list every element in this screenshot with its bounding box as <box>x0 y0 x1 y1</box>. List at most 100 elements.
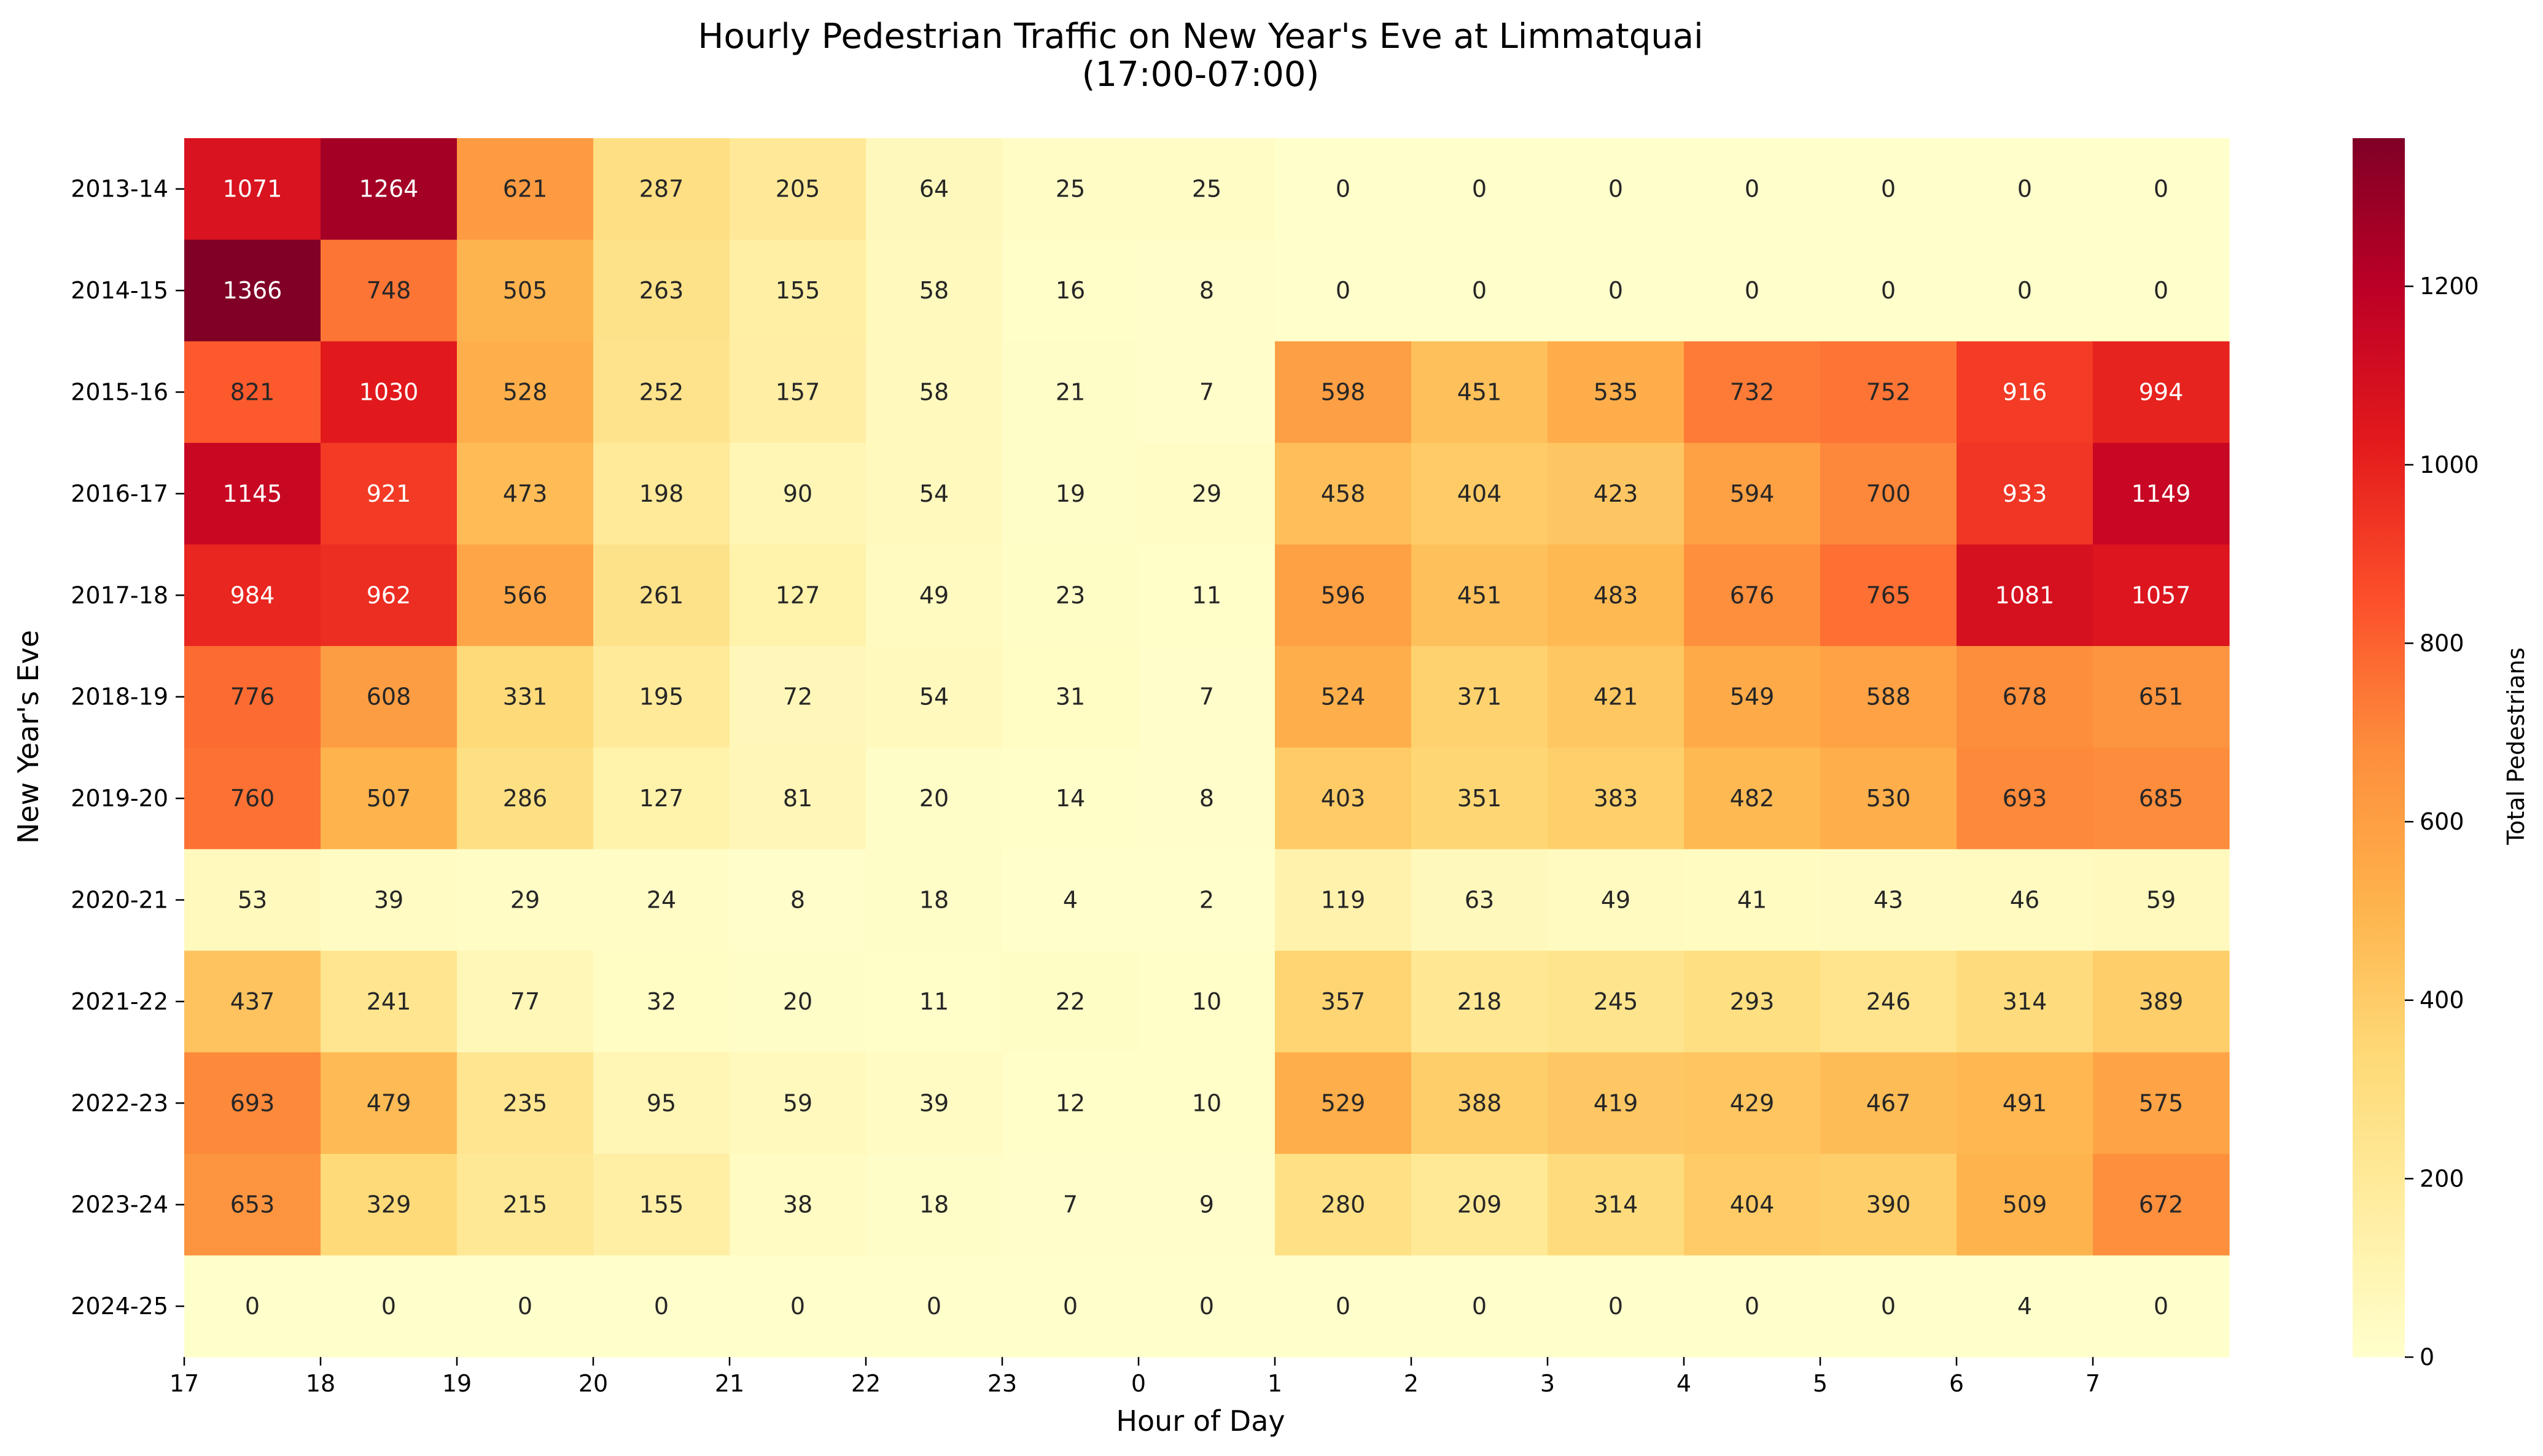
heatmap-cell <box>1957 341 2093 443</box>
heatmap-cell <box>321 646 458 748</box>
heatmap-cell <box>1139 341 1275 443</box>
heatmap-cell <box>457 443 594 545</box>
cell-value-label: 58 <box>919 379 949 406</box>
heatmap-cell <box>730 341 866 443</box>
heatmap-cell <box>1820 849 1957 951</box>
cell-value-label: 528 <box>503 379 548 406</box>
heatmap-cell <box>321 138 458 240</box>
heatmap-cell <box>321 1052 458 1154</box>
heatmap-cell <box>866 544 1003 647</box>
y-tick-label: 2013-14 <box>71 176 168 203</box>
cell-value-label: 1057 <box>2132 582 2191 609</box>
heatmap-cell <box>184 443 321 545</box>
heatmap-cell <box>321 1154 458 1256</box>
heatmap-cell <box>1684 443 1821 545</box>
cell-value-label: 1030 <box>359 379 419 406</box>
cell-value-label: 530 <box>1866 785 1911 812</box>
heatmap-cell <box>321 1255 458 1358</box>
x-tick-label: 22 <box>851 1370 881 1397</box>
cell-value-label: 451 <box>1457 582 1502 609</box>
cell-value-label: 119 <box>1321 887 1366 914</box>
heatmap-cell <box>593 951 730 1053</box>
cell-value-label: 23 <box>1056 582 1085 609</box>
cell-value-label: 286 <box>503 785 548 812</box>
cell-value-label: 215 <box>503 1191 548 1218</box>
colorbar-tick-label: 800 <box>2420 629 2464 656</box>
cell-value-label: 621 <box>503 176 548 203</box>
cell-value-label: 483 <box>1594 582 1638 609</box>
heatmap-cell <box>1139 239 1275 342</box>
heatmap-cell <box>1002 1154 1139 1256</box>
cell-value-label: 314 <box>2003 988 2047 1015</box>
heatmap-cell <box>866 646 1003 748</box>
heatmap-cell <box>1002 1255 1139 1358</box>
cell-value-label: 54 <box>919 683 949 710</box>
heatmap-cell <box>1957 1255 2093 1358</box>
heatmap-cell <box>457 341 594 443</box>
heatmap-cell <box>1957 443 2093 545</box>
heatmap-cell <box>1684 1154 1821 1256</box>
heatmap-cell <box>2093 951 2230 1053</box>
cell-value-label: 246 <box>1866 988 1911 1015</box>
cell-value-label: 505 <box>503 277 548 304</box>
cell-value-label: 0 <box>2017 176 2032 203</box>
heatmap-cell <box>2093 849 2230 951</box>
cell-value-label: 263 <box>639 277 684 304</box>
cell-value-label: 10 <box>1192 988 1221 1015</box>
heatmap-cell <box>321 849 458 951</box>
heatmap-cell <box>457 239 594 342</box>
colorbar <box>2353 138 2405 1357</box>
heatmap-cell <box>1820 443 1957 545</box>
cell-value-label: 81 <box>783 785 812 812</box>
y-tick-label: 2018-19 <box>71 683 168 710</box>
heatmap-cell <box>1411 1255 1548 1358</box>
heatmap-cell <box>457 951 594 1053</box>
cell-value-label: 195 <box>639 683 684 710</box>
cell-value-label: 529 <box>1321 1089 1366 1116</box>
heatmap-cell <box>866 341 1003 443</box>
heatmap-cell <box>1002 138 1139 240</box>
colorbar-tick-label: 1200 <box>2420 273 2479 300</box>
heatmap-cell <box>1820 138 1957 240</box>
heatmap-cell <box>1820 239 1957 342</box>
heatmap-cell <box>1411 747 1548 850</box>
heatmap-cell <box>457 1255 594 1358</box>
cell-value-label: 748 <box>367 277 411 304</box>
heatmap-cell <box>593 849 730 951</box>
cell-value-label: 331 <box>503 683 548 710</box>
cell-value-label: 4 <box>2017 1293 2032 1320</box>
heatmap-cell <box>2093 544 2230 647</box>
cell-value-label: 0 <box>1745 176 1759 203</box>
heatmap-cell <box>1411 951 1548 1053</box>
cell-value-label: 491 <box>2003 1089 2047 1116</box>
y-tick-label: 2023-24 <box>71 1191 168 1218</box>
heatmap-cell <box>457 544 594 647</box>
cell-value-label: 0 <box>1745 277 1759 304</box>
cell-value-label: 314 <box>1594 1191 1638 1218</box>
cell-value-label: 18 <box>919 887 949 914</box>
heatmap-cell <box>184 1255 321 1358</box>
cell-value-label: 127 <box>639 785 684 812</box>
heatmap-cell <box>1820 747 1957 850</box>
colorbar-label: Total Pedestrians <box>2502 647 2529 845</box>
cell-value-label: 1366 <box>223 277 282 304</box>
heatmap-cell <box>1957 239 2093 342</box>
heatmap-cell <box>1139 849 1275 951</box>
heatmap-cell <box>593 1154 730 1256</box>
cell-value-label: 0 <box>1336 176 1350 203</box>
cell-value-label: 0 <box>2154 176 2168 203</box>
cell-value-label: 776 <box>230 683 275 710</box>
cell-value-label: 11 <box>1192 582 1221 609</box>
heatmap-cell <box>321 341 458 443</box>
heatmap-cell <box>1411 1154 1548 1256</box>
x-tick-label: 0 <box>1131 1370 1146 1397</box>
cell-value-label: 653 <box>230 1191 275 1218</box>
heatmap-cell <box>866 849 1003 951</box>
cell-value-label: 12 <box>1056 1089 1085 1116</box>
heatmap-cell <box>1139 443 1275 545</box>
heatmap-cell <box>1548 646 1684 748</box>
cell-value-label: 39 <box>919 1089 949 1116</box>
heatmap-cell <box>730 239 866 342</box>
heatmap-cell <box>730 1154 866 1256</box>
cell-value-label: 29 <box>1192 480 1221 507</box>
